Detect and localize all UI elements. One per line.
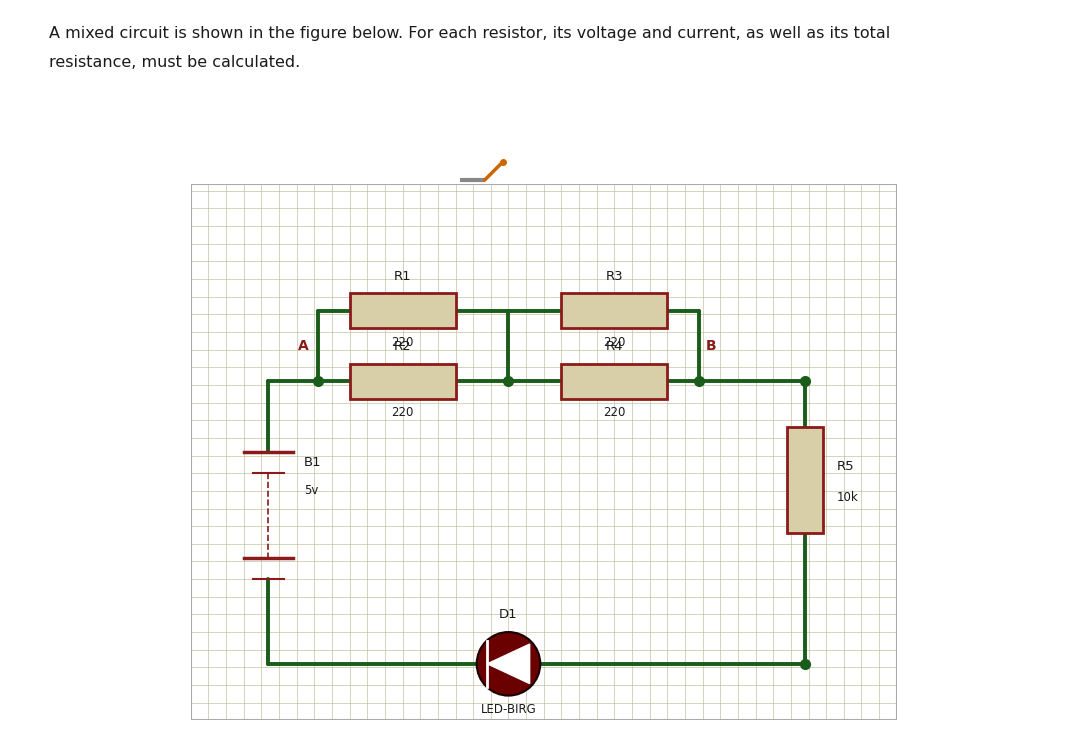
Text: D1: D1 xyxy=(499,609,517,622)
Bar xyxy=(562,364,667,399)
Text: A: A xyxy=(298,339,309,354)
Text: LED-BIRG: LED-BIRG xyxy=(481,703,537,716)
Text: 220: 220 xyxy=(391,336,414,348)
Text: B1: B1 xyxy=(303,456,322,469)
Text: R2: R2 xyxy=(394,340,411,354)
Text: 220: 220 xyxy=(604,336,625,348)
Text: 220: 220 xyxy=(391,406,414,419)
Text: A mixed circuit is shown in the figure below. For each resistor, its voltage and: A mixed circuit is shown in the figure b… xyxy=(49,26,890,40)
Text: R3: R3 xyxy=(606,270,623,282)
Text: 10k: 10k xyxy=(837,492,859,504)
Text: B: B xyxy=(706,339,717,354)
Text: 5v: 5v xyxy=(303,484,319,498)
Text: R1: R1 xyxy=(394,270,411,282)
Text: R4: R4 xyxy=(606,340,623,354)
Bar xyxy=(350,293,456,329)
Text: 220: 220 xyxy=(604,406,625,419)
Bar xyxy=(787,427,823,533)
Text: resistance, must be calculated.: resistance, must be calculated. xyxy=(49,55,300,70)
Polygon shape xyxy=(487,644,529,684)
Circle shape xyxy=(476,632,540,695)
Bar xyxy=(562,293,667,329)
Bar xyxy=(350,364,456,399)
Text: R5: R5 xyxy=(837,459,854,473)
